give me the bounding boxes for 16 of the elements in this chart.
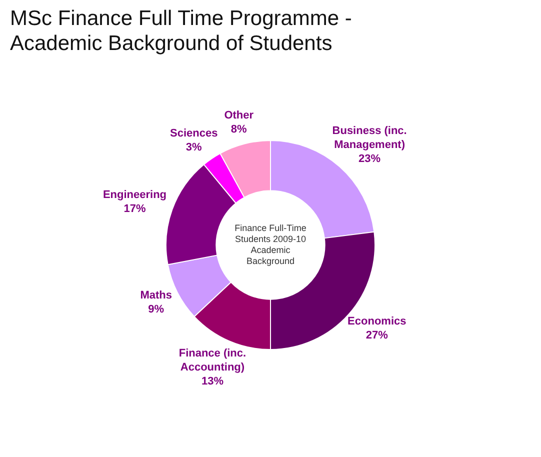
slice-label: Other bbox=[224, 110, 254, 122]
slice-label: Maths bbox=[140, 289, 172, 302]
chart-title: MSc Finance Full Time Programme - Academic Background of Students bbox=[10, 6, 353, 56]
slice-label: Economics bbox=[348, 316, 406, 328]
slice-label: Business (inc. Management) bbox=[332, 124, 407, 151]
slice-label: Engineering bbox=[102, 189, 167, 202]
data-label: 23% bbox=[358, 152, 381, 165]
data-label: 27% bbox=[366, 330, 388, 342]
data-label: 9% bbox=[148, 303, 164, 316]
data-label: 17% bbox=[124, 203, 146, 216]
slice-label: Sciences bbox=[170, 127, 218, 140]
data-label: 8% bbox=[230, 124, 248, 136]
data-label: 3% bbox=[186, 141, 202, 154]
data-label: 13% bbox=[201, 376, 224, 388]
slice-label: Finance (inc. Accounting) bbox=[178, 348, 246, 374]
text: Finance Full-Time Students 2009-10 Academic Background bbox=[234, 222, 306, 266]
